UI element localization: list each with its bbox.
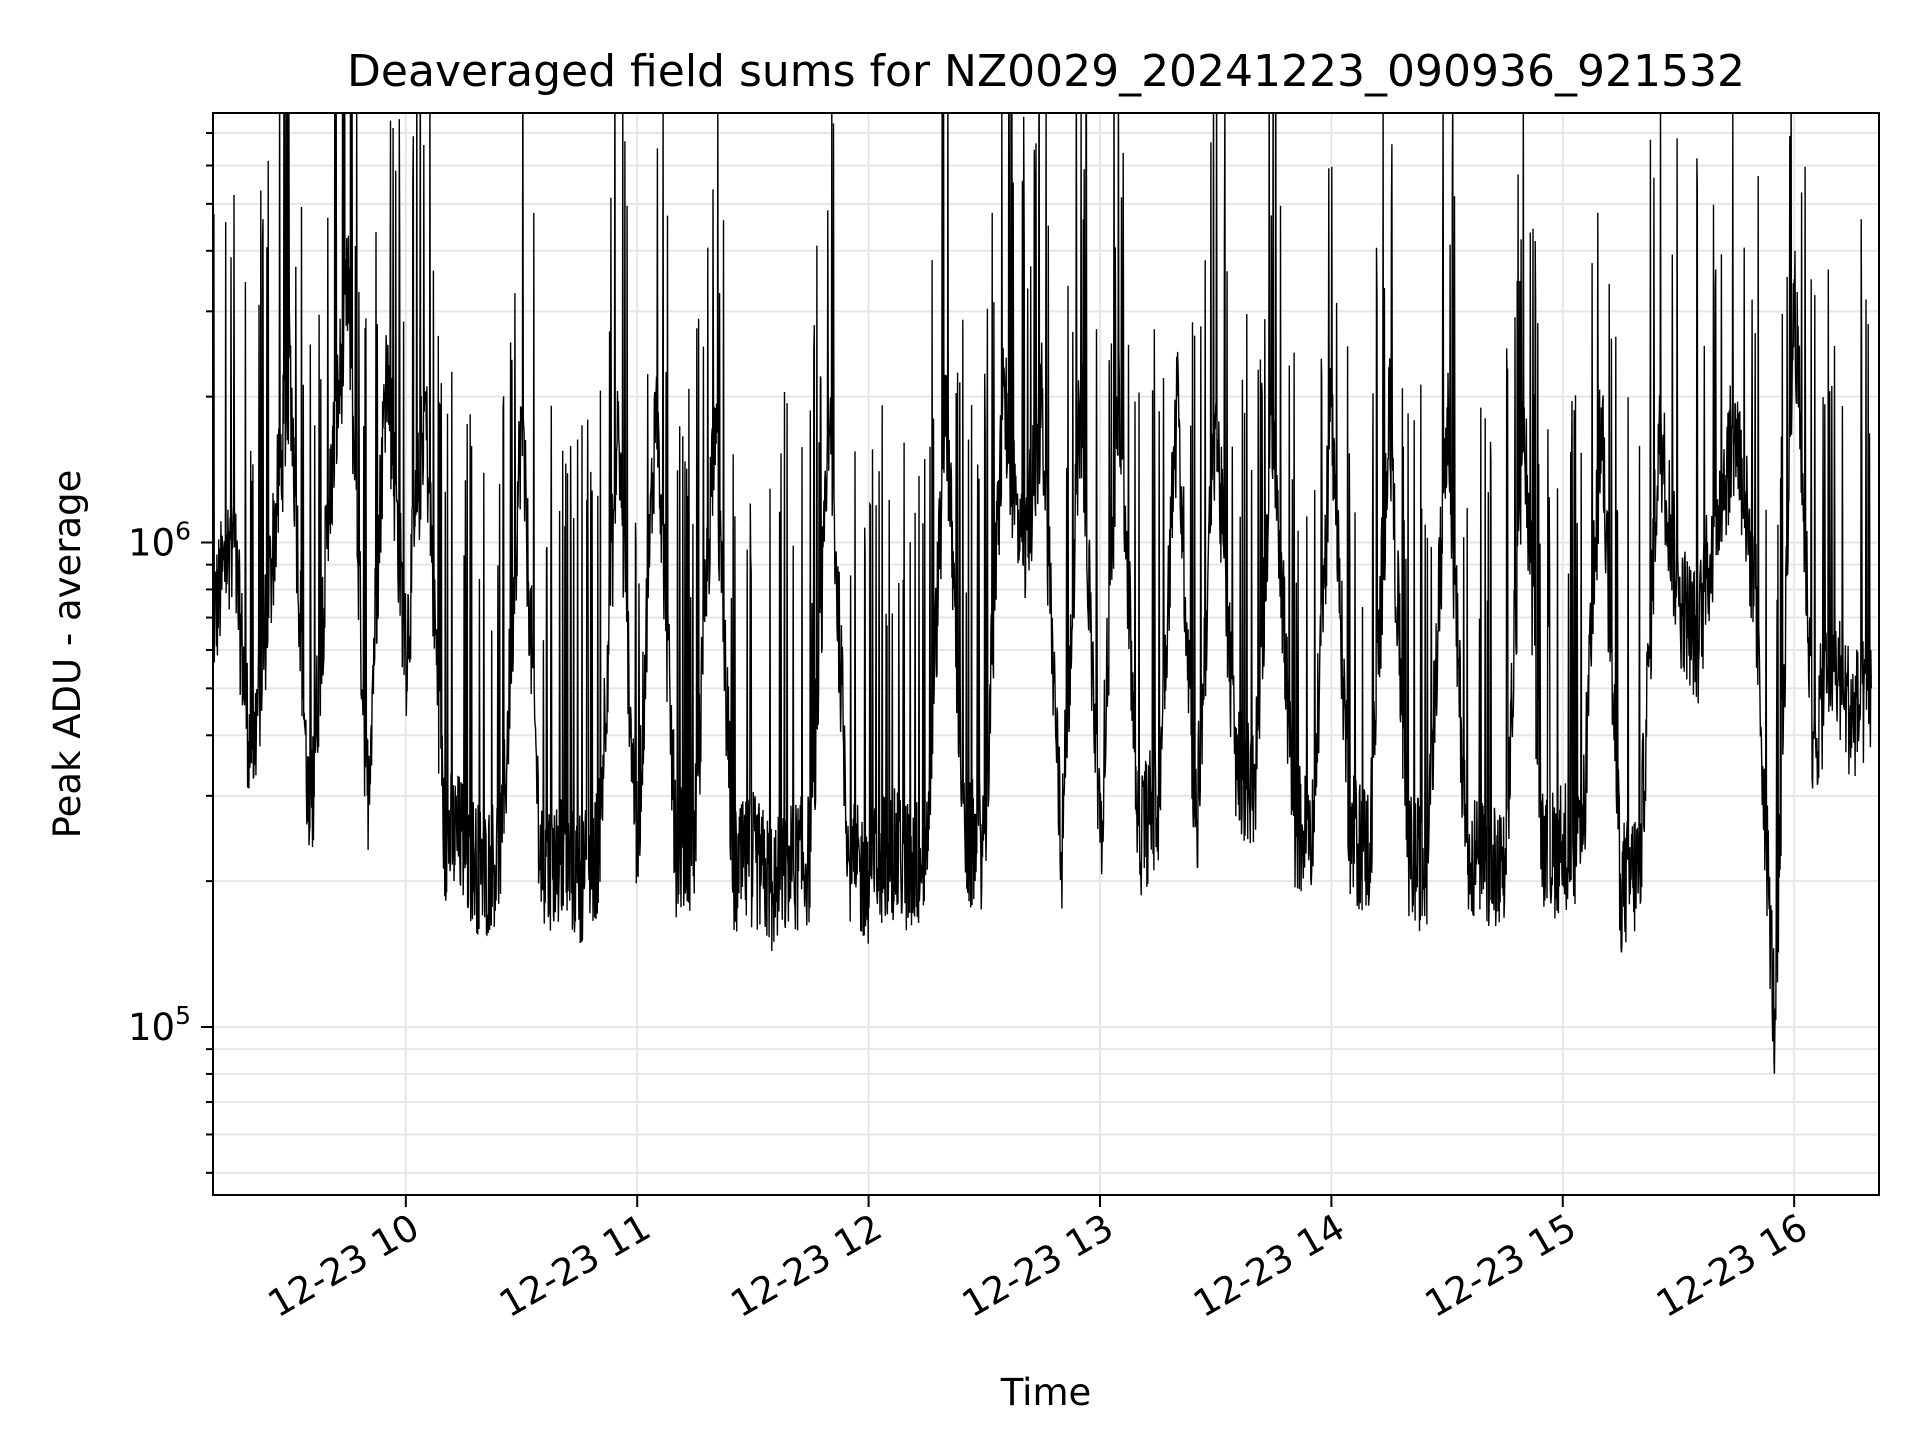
x-axis-label: Time: [1000, 1371, 1092, 1414]
x-tick-label: 12-23 13: [955, 1206, 1121, 1326]
x-tick-label: 12-23 15: [1418, 1206, 1584, 1326]
y-tick-label-exp: 6: [175, 516, 191, 545]
y-tick-label-exp: 5: [175, 1001, 191, 1030]
x-tick-label: 12-23 10: [261, 1206, 427, 1326]
x-tick-label: 12-23 12: [724, 1206, 890, 1326]
x-axis: 12-23 10 12-23 11 12-23 12 12-23 13 12-23 14…: [261, 1195, 1815, 1326]
series-line: [213, 113, 1872, 1074]
chart-title: Deaveraged field sums for NZ0029_2024122…: [347, 46, 1745, 97]
y-tick-label-base: 10: [128, 521, 175, 564]
x-tick-label: 12-23 16: [1649, 1206, 1815, 1326]
plot-frame: [212, 112, 1880, 1196]
y-tick-label-base: 10: [128, 1006, 175, 1049]
y-tick-label: 106: [128, 516, 191, 564]
x-tick-label: 12-23 11: [492, 1206, 658, 1326]
x-tick-label: 12-23 14: [1186, 1206, 1352, 1326]
y-axis-label: Peak ADU - average: [46, 470, 89, 839]
y-tick-label: 105: [128, 1001, 191, 1049]
plot-area: [213, 113, 1872, 1074]
